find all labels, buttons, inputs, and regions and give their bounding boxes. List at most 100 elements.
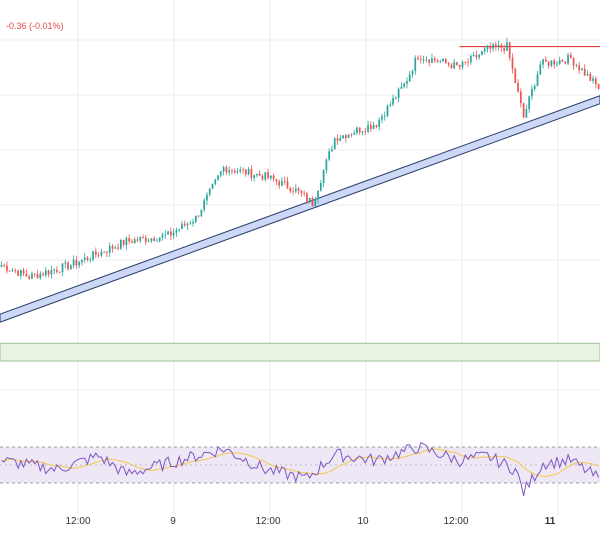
candle [186, 222, 189, 230]
candle [31, 271, 33, 279]
candle-body [492, 44, 494, 49]
candle [517, 79, 519, 93]
candle-body [6, 265, 8, 271]
candle [33, 272, 36, 278]
candle [108, 242, 111, 258]
candle [256, 173, 258, 178]
candle-body [194, 215, 197, 222]
candle-body [56, 269, 58, 272]
candle [58, 271, 61, 274]
candle-body [86, 257, 89, 260]
candle-body [564, 61, 567, 64]
candle-body [214, 179, 217, 184]
candle-body [256, 173, 258, 176]
candle-body [114, 247, 117, 249]
trendline-channel [0, 95, 600, 323]
candle [367, 120, 369, 134]
candle [419, 55, 422, 64]
candle-body [253, 175, 256, 178]
candle-body [233, 170, 236, 173]
candle-body [100, 251, 103, 256]
candle-body [278, 181, 281, 186]
candle-body [94, 251, 97, 255]
candle-body [133, 239, 136, 243]
candle [272, 173, 275, 182]
candle-body [281, 180, 283, 186]
candle-body [247, 168, 250, 175]
candle-body [372, 125, 375, 129]
candle-body [64, 262, 67, 264]
candle [589, 71, 592, 82]
candle [342, 135, 344, 139]
x-tick-label-3: 10 [357, 516, 369, 527]
candle [119, 238, 122, 250]
candle [428, 59, 431, 67]
candle-body [494, 44, 497, 48]
candle-body [439, 61, 442, 63]
candle-body [283, 180, 286, 182]
candle-body [381, 116, 383, 120]
candle [222, 165, 225, 176]
candle-body [428, 59, 431, 63]
candle-body [300, 190, 303, 194]
candle [139, 236, 142, 244]
candle-body [261, 175, 264, 180]
candle-body [308, 198, 311, 202]
candle [308, 197, 311, 204]
candle-body [433, 58, 436, 61]
candle [314, 196, 317, 208]
candle-body [503, 47, 506, 51]
candle [456, 61, 458, 66]
candle [306, 191, 308, 205]
candle [164, 230, 167, 239]
candle-body [578, 65, 581, 71]
candle-body [561, 60, 564, 62]
candle-body [3, 265, 6, 266]
candle [269, 175, 272, 181]
candle-body [294, 188, 297, 192]
candle [475, 50, 478, 60]
candle [522, 102, 525, 119]
candle-body [367, 125, 369, 132]
candle [406, 77, 408, 89]
candle-body [11, 270, 14, 272]
candle-body [378, 119, 381, 127]
candle [253, 174, 256, 182]
candle-body [453, 62, 456, 69]
candle-body [136, 239, 139, 241]
candle-body [353, 133, 356, 135]
candle [14, 268, 17, 274]
candle [581, 67, 583, 71]
x-tick-label-0: 12:00 [65, 516, 90, 527]
candle-body [464, 61, 467, 63]
candle [192, 218, 194, 227]
candle [353, 130, 356, 136]
candle [78, 260, 81, 269]
candle [289, 186, 292, 194]
candle [175, 227, 178, 237]
candle [211, 183, 214, 190]
candle-body [269, 175, 272, 179]
candle [6, 261, 8, 274]
candle [464, 61, 467, 65]
candle [0, 261, 3, 268]
candle-body [156, 241, 158, 242]
candle [278, 179, 281, 190]
candle [478, 53, 481, 60]
candle [375, 124, 378, 129]
candle-body [406, 81, 408, 84]
candle-body [517, 82, 519, 92]
candle [225, 164, 228, 175]
candle [150, 238, 153, 244]
candle [483, 45, 486, 55]
candle-body [456, 62, 458, 66]
candle-body [206, 194, 208, 201]
candle [89, 257, 92, 263]
candle [392, 94, 394, 107]
candle-body [472, 54, 475, 57]
candle-body [131, 241, 133, 243]
candle [61, 262, 64, 276]
candle-body [200, 209, 203, 217]
candle-body [461, 61, 464, 68]
